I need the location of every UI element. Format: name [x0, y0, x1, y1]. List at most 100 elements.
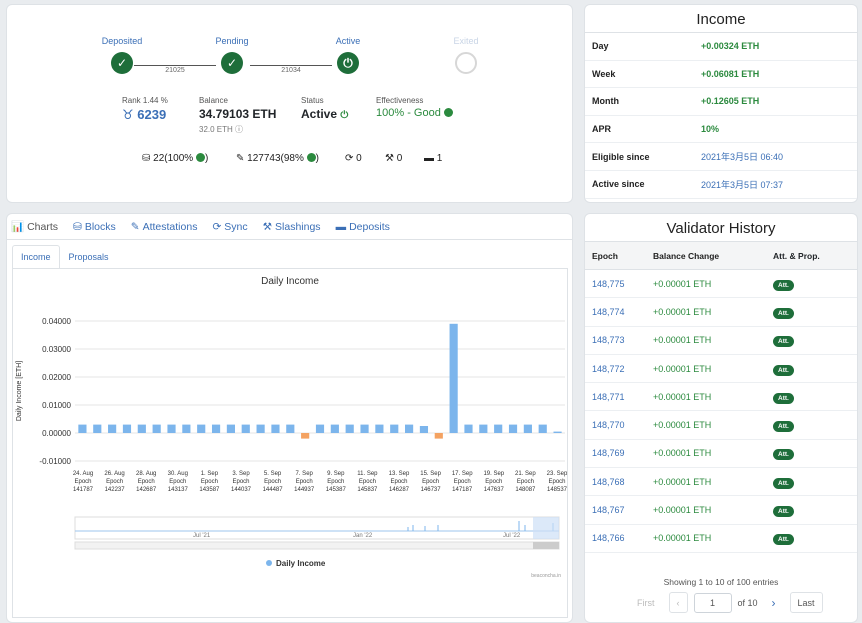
epoch-link[interactable]: 148,774	[592, 306, 625, 317]
income-key: APR	[592, 124, 612, 135]
blocks-icon: ⛁	[73, 220, 82, 233]
deposits-counter: ▬ 1	[424, 153, 443, 164]
x-tick-label: 13. Sep	[389, 471, 410, 477]
history-row: 148,770 +0.00001 ETH Att.	[585, 411, 857, 440]
bar	[108, 424, 117, 433]
bar	[360, 424, 369, 433]
x-tick-label: 30. Aug	[168, 471, 188, 477]
daily-income-chart: Daily Income Daily Income [ETH] 0.04000 0.0…	[12, 268, 568, 618]
col-epoch[interactable]: Epoch	[592, 250, 618, 261]
smile-icon	[443, 108, 453, 117]
x-tick-label: 1. Sep	[201, 471, 219, 477]
rank-value[interactable]: ♉ 6239	[122, 107, 167, 122]
step-pending: Pending ✓	[197, 36, 267, 74]
income-value: +0.00324 ETH	[701, 41, 760, 52]
bar	[523, 424, 532, 433]
x-tick-label: Epoch	[106, 479, 123, 485]
step-exited: Exited	[431, 36, 501, 74]
epoch-link[interactable]: 148,773	[592, 335, 625, 346]
subtab-income[interactable]: Income	[12, 245, 60, 269]
att-badge: Att.	[773, 534, 794, 546]
last-page-button[interactable]: Last	[789, 592, 823, 613]
epoch-link[interactable]: 148,769	[592, 448, 625, 459]
x-tick-label: 144037	[231, 487, 252, 493]
bar	[390, 424, 399, 433]
bar	[122, 424, 132, 433]
bar	[405, 424, 414, 433]
tab-deposits[interactable]: ▬ Deposits	[335, 220, 390, 233]
income-row: Day +0.00324 ETH	[585, 33, 857, 61]
x-tick-label: 143137	[168, 487, 189, 493]
epoch-link[interactable]: 148,775	[592, 278, 625, 289]
rank-label: Rank 1.44 %	[122, 96, 168, 105]
bar	[419, 426, 429, 433]
y-tick-label: 0.02000	[42, 373, 71, 382]
x-tick-label: 147187	[452, 487, 473, 493]
step-label: Active	[335, 36, 361, 46]
check-icon: ✓	[221, 52, 243, 74]
x-tick-label: 28. Aug	[136, 471, 156, 477]
legend-label: Daily Income	[276, 559, 326, 568]
x-tick-label: Epoch	[327, 479, 344, 485]
tab-charts[interactable]: 📊 Charts	[11, 220, 59, 234]
bar	[301, 433, 310, 439]
col-att-prop[interactable]: Att. & Prop.	[773, 250, 820, 261]
power-icon: ⏻	[337, 52, 359, 74]
tab-slashings[interactable]: ⚒ Slashings	[262, 220, 321, 233]
epoch-link[interactable]: 148,768	[592, 476, 625, 487]
x-tick-label: Epoch	[138, 479, 155, 485]
epoch-link[interactable]: 148,766	[592, 533, 625, 544]
history-row: 148,775 +0.00001 ETH Att.	[585, 270, 857, 299]
bar	[197, 424, 206, 433]
table-info: Showing 1 to 10 of 100 entries	[663, 577, 779, 587]
income-value: 2021年3月5日 07:37	[701, 179, 784, 190]
att-badge: Att.	[773, 307, 794, 319]
bar	[449, 323, 458, 433]
bar	[434, 433, 443, 439]
x-tick-label: 19. Sep	[483, 471, 504, 477]
tab-blocks[interactable]: ⛁ Blocks	[73, 220, 116, 233]
power-icon: ⏻	[340, 110, 349, 121]
history-row: 148,774 +0.00001 ETH Att.	[585, 298, 857, 327]
next-page-button[interactable]: ›	[771, 595, 776, 610]
bar	[315, 424, 325, 433]
col-balance-change[interactable]: Balance Change	[653, 250, 720, 261]
pagination: First ‹ 1 of 10 › Last	[629, 592, 823, 613]
epoch-link[interactable]: 148,770	[592, 420, 625, 431]
income-row: APR 10%	[585, 116, 857, 144]
scrollbar-thumb	[533, 542, 559, 549]
income-key: Eligible since	[592, 151, 650, 162]
bar	[553, 431, 562, 433]
question-icon: ⓘ	[235, 125, 244, 134]
x-tick-label: 147637	[484, 487, 505, 493]
charts-card: 📊 Charts ⛁ Blocks ✎ Attestations ⟳ Sync ⚒ Sla…	[6, 213, 573, 623]
bar	[137, 424, 146, 433]
first-page-button[interactable]: First	[637, 597, 655, 608]
chart-icon: 📊	[11, 221, 25, 233]
epoch-link[interactable]: 148,771	[592, 391, 625, 402]
bar	[508, 424, 518, 433]
epoch-link[interactable]: 148,772	[592, 363, 625, 374]
x-tick-label: 17. Sep	[452, 471, 473, 477]
prev-page-button[interactable]: ‹	[668, 592, 688, 613]
income-title: Income	[585, 5, 857, 33]
page-input[interactable]: 1	[693, 592, 732, 613]
bar	[494, 424, 503, 433]
effectiveness-label: Effectiveness	[376, 96, 424, 105]
navigator-area	[74, 516, 560, 540]
tab-attestations[interactable]: ✎ Attestations	[130, 220, 198, 233]
sync-icon: ⟳	[212, 220, 222, 233]
smile-icon	[306, 153, 316, 162]
subtab-proposals[interactable]: Proposals	[68, 252, 109, 262]
y-axis-label: Daily Income [ETH]	[16, 361, 23, 421]
x-tick-label: 145837	[357, 487, 378, 493]
step-connector	[134, 65, 216, 66]
slash-icon: ⚒	[385, 153, 394, 164]
tab-sync[interactable]: ⟳ Sync	[212, 220, 248, 233]
validator-status-card: Deposited ✓ Pending ✓ Active ⏻ Exited 21…	[6, 4, 573, 203]
balance-change: +0.00001 ETH	[653, 476, 712, 487]
epoch-link[interactable]: 148,767	[592, 505, 625, 516]
x-tick-label: 146287	[389, 487, 410, 493]
chart-subtabs: Income Proposals	[12, 245, 572, 269]
x-tick-label: 21. Sep	[515, 471, 536, 477]
